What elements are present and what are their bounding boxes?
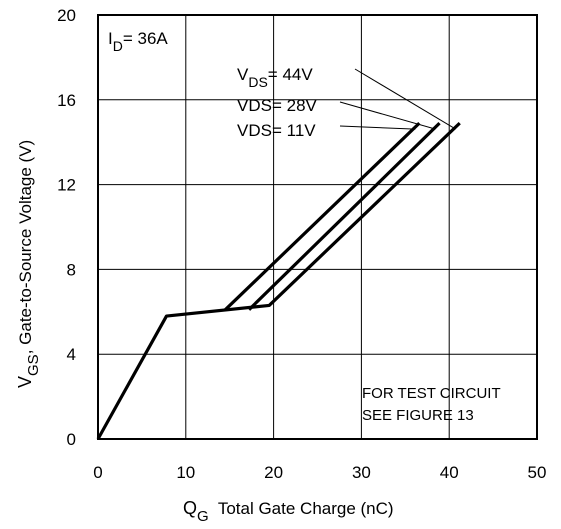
series-label-28v-rest: = 28V: [272, 96, 318, 115]
x-tick-labels: 0 10 20 30 40 50: [93, 463, 546, 482]
series-label-11v-rest: = 11V: [272, 121, 316, 140]
x-axis-title-sub: G: [197, 508, 209, 525]
y-axis-title-sub: GS: [25, 354, 42, 376]
current-annotation: ID= 36A: [108, 29, 168, 54]
x-tick-label: 0: [93, 463, 102, 482]
plot-frame: [97, 14, 538, 440]
series-label-28v-main: VDS: [237, 96, 272, 115]
series-label-44v-sub: DS: [248, 74, 267, 90]
y-tick-label: 0: [67, 430, 76, 449]
x-tick-label: 40: [440, 463, 459, 482]
y-axis-title: VGS, Gate-to-Source Voltage (V): [15, 140, 42, 388]
y-tick-label: 20: [57, 6, 76, 25]
y-tick-labels: 0 4 8 12 16 20: [57, 6, 76, 449]
y-axis-title-rest: , Gate-to-Source Voltage (V): [16, 140, 35, 355]
x-axis-title-main: Q: [183, 498, 197, 518]
x-axis-title: QG Total Gate Charge (nC): [183, 498, 394, 525]
test-circuit-note-line2: SEE FIGURE 13: [362, 407, 474, 424]
x-tick-label: 10: [176, 463, 195, 482]
x-tick-label: 20: [264, 463, 283, 482]
series-label-11v-main: VDS: [237, 121, 272, 140]
series-line-2: [224, 121, 421, 311]
grid-lines: [98, 15, 537, 439]
test-circuit-note-line1: FOR TEST CIRCUIT: [362, 385, 501, 402]
x-tick-label: 30: [352, 463, 371, 482]
current-annotation-main: I: [108, 29, 113, 48]
y-tick-label: 4: [67, 345, 76, 364]
series-label-44v: VDS= 44V: [237, 65, 313, 90]
series-line-0: [96, 121, 461, 440]
series-label-28v: VDS= 28V: [237, 96, 318, 115]
y-tick-label: 12: [57, 176, 76, 195]
leader-line-1: [339, 101, 436, 130]
current-annotation-sub: D: [113, 38, 123, 54]
leader-line-0: [354, 68, 456, 130]
current-annotation-rest: = 36A: [123, 29, 169, 48]
x-tick-label: 50: [528, 463, 547, 482]
legend-leader-lines: [339, 68, 456, 130]
y-axis-title-main: V: [15, 376, 35, 388]
leader-line-2: [339, 125, 416, 130]
series-label-44v-main: V: [237, 65, 249, 84]
series-label-11v: VDS= 11V: [237, 121, 316, 140]
series-label-44v-rest: = 44V: [268, 65, 314, 84]
series-lines: [96, 121, 461, 440]
x-axis-title-rest: Total Gate Charge (nC): [209, 499, 394, 518]
y-tick-label: 16: [57, 91, 76, 110]
y-tick-label: 8: [67, 260, 76, 279]
series-line-1: [247, 121, 441, 311]
